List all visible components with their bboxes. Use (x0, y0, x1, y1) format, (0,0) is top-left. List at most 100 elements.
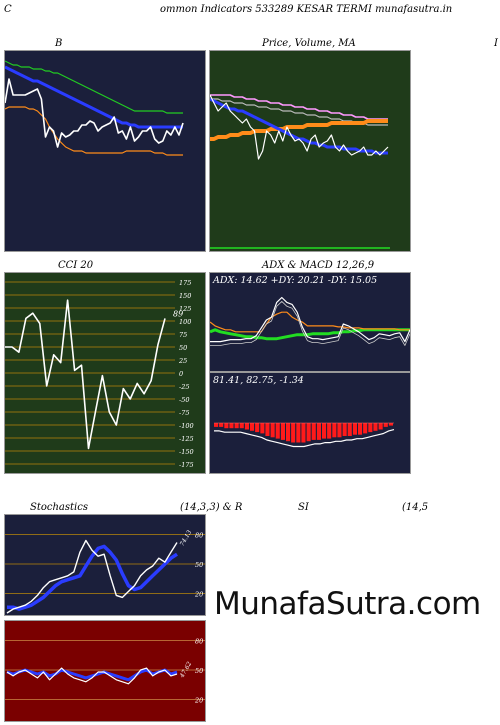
macd-bar-18 (306, 423, 311, 442)
macd-bar-31 (373, 423, 378, 431)
cci-tick-11: -100 (179, 422, 194, 430)
svg-rsi-tick-1: 50 (195, 667, 203, 675)
right-mark: I (494, 38, 498, 49)
macd-bar-19 (311, 423, 316, 440)
bollinger-svg (5, 60, 184, 156)
macd-bar-15 (291, 423, 296, 443)
adx-label: ADX: 14.62 +DY: 20.21 -DY: 15.05 (213, 275, 378, 286)
cci-tick-4: 75 (179, 331, 187, 339)
macd-bar-7 (250, 423, 255, 431)
macd-bar-4 (234, 423, 239, 429)
macd-bar-16 (296, 423, 301, 443)
price-ma-title: Price, Volume, MA (262, 38, 356, 49)
adx-line-2 (210, 296, 410, 343)
bollinger-line-2 (5, 106, 183, 156)
macd-bar-12 (275, 423, 280, 439)
cci-svg: 175 150 125 100 75 50 25 0 -25 -50 -75 -100 -125 -150… (5, 279, 194, 469)
macd-bar-25 (342, 423, 347, 436)
cci-tick-6: 25 (178, 357, 187, 365)
macd-bar-17 (301, 423, 306, 443)
adx-macd-title: ADX & MACD 12,26,9 (262, 260, 375, 271)
price-ma-svg (210, 94, 390, 249)
svg-stoch-line-0 (7, 544, 178, 611)
bollinger-line-0 (5, 60, 183, 114)
macd-bar-29 (363, 423, 368, 434)
svg-stoch-tick-0: 80 (195, 532, 203, 540)
cci-tick-3: 100 (179, 318, 191, 326)
macd-bar-2 (224, 423, 229, 429)
macd-bar-26 (347, 423, 352, 436)
cci-tick-12: -125 (179, 435, 194, 443)
macd-bar-14 (286, 423, 291, 442)
macd-bar-23 (332, 423, 337, 438)
svg-stoch-line-1 (6, 539, 178, 614)
bollinger-panel (4, 50, 206, 252)
adx-panel (209, 272, 411, 372)
macd-bar-24 (337, 423, 342, 438)
macd-bar-1 (219, 423, 224, 427)
cci-tick-0: 175 (179, 279, 191, 287)
macd-signal-line (214, 429, 395, 448)
cci-tick-10: -75 (179, 409, 189, 417)
cci-tick-13: -150 (179, 448, 194, 456)
rsi-panel: 80 50 20 47.62 (4, 620, 206, 722)
macd-bar-33 (383, 423, 388, 427)
cci-tick-8: -25 (179, 383, 189, 391)
price-ma-line-0 (210, 94, 388, 120)
svg-rsi-line-1 (6, 667, 178, 685)
bollinger-line-3 (5, 78, 184, 148)
price-ma-panel (209, 50, 411, 252)
macd-bar-13 (280, 423, 285, 440)
macd-panel (209, 372, 411, 474)
bollinger-line-1 (5, 65, 183, 129)
stochastics-title: Stochastics (30, 502, 88, 513)
cci-tick-5: 50 (179, 344, 187, 352)
cci-title: CCI 20 (58, 260, 94, 271)
cci-tick-9: -50 (179, 396, 189, 404)
macd-bar-9 (260, 423, 265, 434)
stochastics-svg: 80 50 20 74.13 (5, 529, 205, 614)
stochastics-panel: 80 50 20 74.13 (4, 514, 206, 616)
macd-bar-32 (378, 423, 383, 430)
macd-bar-27 (352, 423, 357, 435)
macd-bar-8 (255, 423, 260, 433)
macd-bar-3 (229, 423, 234, 429)
macd-bar-21 (322, 423, 327, 439)
macd-bar-22 (327, 423, 332, 439)
cci-tick-7: 0 (179, 370, 183, 378)
svg-stoch-tick-1: 50 (195, 561, 203, 569)
bollinger-title: B (55, 38, 63, 49)
svg-rsi-tick-0: 80 (195, 638, 203, 646)
cci-tick-14: -175 (179, 461, 194, 469)
adx-line-0 (210, 328, 410, 341)
macd-svg (214, 422, 395, 448)
price-ma-line-2 (210, 119, 388, 141)
stochastics-params: (14,3,3) & R (180, 502, 243, 513)
cci-tick-1: 150 (179, 292, 191, 300)
macd-bar-6 (244, 423, 249, 430)
macd-bar-28 (358, 423, 363, 435)
svg-stoch-last-label: 74.13 (179, 529, 194, 548)
cci-line (5, 299, 166, 450)
rsi-title: SI (298, 502, 309, 513)
macd-bar-0 (214, 423, 219, 427)
adx-svg (210, 296, 410, 346)
svg-stoch-tick-2: 20 (194, 590, 203, 598)
adx-line-1 (210, 311, 410, 333)
macd-bar-10 (265, 423, 270, 436)
page-title: ommon Indicators 533289 KESAR TERMI muna… (160, 4, 453, 15)
cci-tick-2: 125 (179, 305, 191, 313)
rsi-params: (14,5 (402, 502, 429, 513)
watermark: MunafaSutra.com (214, 586, 481, 622)
macd-bar-34 (388, 423, 393, 426)
macd-bar-5 (239, 423, 244, 429)
macd-label: 81.41, 82.75, -1.34 (213, 375, 304, 386)
macd-bar-11 (270, 423, 275, 438)
cci-panel: 175 150 125 100 75 50 25 0 -25 -50 -75 -100 -125 -150… (4, 272, 206, 474)
price-ma-line-4 (210, 94, 389, 160)
macd-bar-30 (368, 423, 373, 433)
macd-bar-20 (316, 423, 321, 440)
c-mark: C (4, 4, 12, 15)
cci-last-label: 89 (173, 309, 183, 318)
